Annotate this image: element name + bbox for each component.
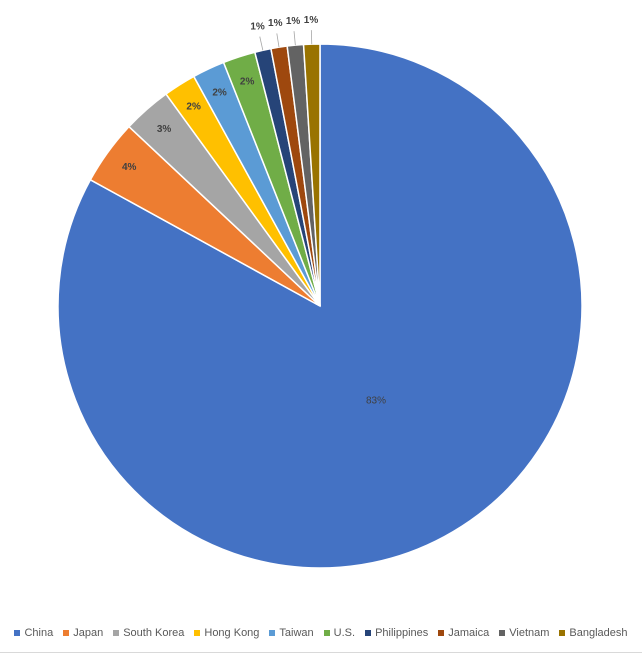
- legend-item: Philippines: [365, 627, 428, 639]
- legend-item: U.S.: [323, 627, 356, 639]
- leader-line: [259, 36, 264, 51]
- legend-label: U.S.: [333, 627, 356, 639]
- legend-label: Bangladesh: [569, 627, 628, 639]
- legend-label: Vietnam: [509, 627, 550, 639]
- legend-item: Taiwan: [269, 627, 314, 639]
- data-label: 4%: [122, 162, 137, 173]
- legend-item: Bangladesh: [559, 627, 628, 639]
- legend-swatch: [365, 630, 372, 636]
- data-label: 1%: [268, 18, 283, 29]
- pie-slice: [302, 43, 321, 307]
- data-label: 83%: [366, 395, 386, 406]
- legend-item: Hong Kong: [194, 627, 259, 639]
- legend-item: Vietnam: [499, 627, 549, 639]
- data-label: 3%: [157, 124, 172, 135]
- data-label: 2%: [240, 76, 255, 87]
- legend-swatch: [559, 630, 566, 636]
- data-label: 2%: [212, 87, 227, 98]
- legend-swatch: [499, 630, 506, 636]
- legend-label: Philippines: [375, 627, 429, 639]
- legend-label: South Korea: [123, 627, 185, 639]
- legend-swatch: [323, 630, 330, 636]
- data-label: 1%: [304, 15, 319, 26]
- data-label: 1%: [286, 16, 301, 27]
- legend-swatch: [63, 630, 70, 636]
- legend-item: Jamaica: [438, 627, 489, 639]
- legend-item: China: [14, 627, 53, 639]
- legend: China Japan South Korea Hong Kong Taiwan U.S.…: [0, 627, 642, 639]
- legend-label: Hong Kong: [204, 627, 260, 639]
- legend-label: Jamaica: [448, 627, 490, 639]
- data-label: 1%: [250, 22, 265, 33]
- legend-label: Japan: [73, 627, 104, 639]
- leader-line: [276, 33, 280, 48]
- legend-swatch: [194, 630, 201, 636]
- legend-swatch: [438, 630, 445, 636]
- legend-label: China: [24, 627, 54, 639]
- frame: [0, 652, 642, 653]
- legend-swatch: [14, 630, 21, 636]
- legend-item: Japan: [63, 627, 103, 639]
- legend-label: Taiwan: [279, 627, 314, 639]
- data-label: 2%: [186, 102, 201, 113]
- legend-item: South Korea: [113, 627, 184, 639]
- legend-swatch: [113, 630, 120, 636]
- chart: 83%4%3%2%2%2%1% 1% 1% 1%: [57, 15, 583, 569]
- pie-slice: [57, 43, 583, 569]
- legend-swatch: [269, 630, 276, 636]
- leader-line: [293, 31, 296, 46]
